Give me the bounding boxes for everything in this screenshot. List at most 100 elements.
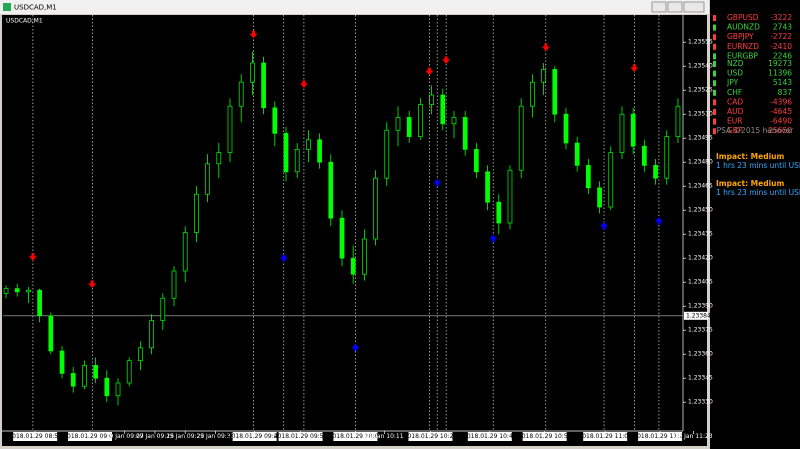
- x-tick-label: 29 Jan 09:07: [106, 433, 144, 440]
- pair-name: CHF: [727, 88, 742, 97]
- title-bar: [0, 0, 709, 14]
- current-price-box: [684, 311, 708, 320]
- pair-name: NZD: [727, 59, 744, 68]
- candle-body: [630, 113, 636, 147]
- candle-body: [395, 117, 401, 131]
- candle-body: [429, 94, 434, 105]
- pair-name: AUD: [727, 107, 744, 116]
- candle-body: [227, 105, 233, 153]
- candle-body: [149, 320, 154, 349]
- candle-body: [597, 187, 602, 208]
- current-price-label: 1.23384: [686, 312, 711, 319]
- candle-body: [138, 347, 143, 361]
- row-marker: [713, 70, 716, 77]
- y-tick-label: 1.23480: [688, 159, 713, 166]
- x-tick-label: 2018.01.29 09:43: [228, 433, 282, 440]
- x-tick-label: 29 Jan 09:15: [136, 433, 174, 440]
- candle-body: [216, 152, 222, 165]
- y-tick-label: 1.23525: [688, 87, 713, 94]
- pair-name: EURGBP: [727, 51, 758, 60]
- sell-arrow: [88, 280, 97, 288]
- maximize-button[interactable]: [667, 1, 683, 13]
- credit: PSA ©2015 hanover: [717, 126, 795, 135]
- candle-body: [272, 107, 278, 134]
- sell-arrow: [425, 67, 434, 76]
- candle-body: [37, 289, 42, 317]
- candle-body: [328, 161, 334, 219]
- candle-body: [653, 165, 658, 179]
- candle-body: [339, 217, 345, 259]
- close-button[interactable]: [683, 1, 705, 13]
- candle-body: [283, 133, 289, 173]
- x-tick-label: 2018.01.29 10:07: [329, 433, 383, 440]
- candle-body: [485, 171, 490, 203]
- candle-body: [171, 270, 177, 299]
- row-marker: [713, 109, 716, 115]
- candle-body: [608, 152, 614, 208]
- x-tick-highlight: [68, 432, 113, 441]
- row-marker: [713, 15, 716, 21]
- y-tick-label: 1.23450: [688, 207, 713, 214]
- candle-body: [440, 94, 446, 125]
- candle-body: [160, 297, 166, 321]
- sell-arrow: [249, 30, 258, 39]
- y-tick-label: 1.23375: [688, 327, 713, 334]
- pair-name: AUDNZD: [727, 23, 760, 32]
- sell-arrow: [630, 64, 639, 72]
- x-tick-highlight: [467, 432, 512, 441]
- pair-value: 2246: [773, 51, 792, 60]
- candle-body: [518, 105, 524, 171]
- window-title: USDCAD,M1: [14, 4, 57, 12]
- candle-body: [306, 139, 311, 150]
- chart-label: USDCAD,M1: [6, 18, 43, 25]
- x-tick-highlight: [278, 432, 323, 441]
- x-tick-label: 29 Jan 09:31: [196, 433, 234, 440]
- side-panel-bg: [710, 0, 800, 449]
- y-tick-label: 1.23555: [688, 39, 713, 46]
- candle-body: [563, 113, 569, 144]
- candle-body: [115, 382, 121, 397]
- candle-body: [474, 149, 479, 173]
- y-tick-label: 1.23420: [688, 255, 713, 262]
- candle-body: [586, 165, 591, 189]
- candle-body: [48, 315, 54, 352]
- candle-body: [451, 117, 457, 125]
- y-tick-label: 1.23405: [688, 279, 713, 286]
- minimize-button[interactable]: [651, 1, 667, 13]
- pair-name: GBPUSD: [727, 13, 759, 22]
- candle-body: [182, 232, 188, 272]
- candle-body: [3, 288, 9, 294]
- row-marker: [713, 34, 716, 41]
- x-tick-label: 29 Jan 09:23: [166, 433, 204, 440]
- pair-value: -2410: [770, 42, 792, 51]
- candle-body: [574, 142, 580, 166]
- pair-value: -4645: [770, 107, 792, 116]
- x-tick-label: 2018.01.29 10:40: [463, 433, 517, 440]
- sell-arrow: [28, 253, 37, 261]
- candle-body: [664, 136, 670, 179]
- candle-body: [642, 145, 647, 166]
- candle-body: [26, 289, 31, 293]
- row-marker: [713, 80, 716, 87]
- pair-value: 2743: [773, 23, 792, 32]
- candle-body: [406, 117, 412, 137]
- candle-body: [70, 373, 76, 387]
- sell-arrow: [299, 80, 308, 88]
- candle-body: [619, 113, 625, 153]
- buy-arrow: [600, 222, 609, 230]
- row-marker: [713, 89, 716, 96]
- x-tick-label: 2018.01.29 09:04: [63, 433, 117, 440]
- y-tick-label: 1.23345: [688, 375, 713, 382]
- x-tick-label: 29 Jan 10:11: [366, 433, 404, 440]
- y-tick-label: 1.23435: [688, 231, 713, 238]
- pair-name: USD: [727, 69, 743, 78]
- y-tick-label: 1.23495: [688, 135, 713, 142]
- x-tick-highlight: [13, 432, 58, 441]
- pair-value: 11396: [768, 69, 792, 78]
- x-tick-label: 2018.01.29 10:25: [404, 433, 458, 440]
- y-tick-label: 1.23360: [688, 351, 713, 358]
- candle-body: [14, 288, 20, 293]
- x-tick-label: 2018.01.29 11:07: [578, 433, 632, 440]
